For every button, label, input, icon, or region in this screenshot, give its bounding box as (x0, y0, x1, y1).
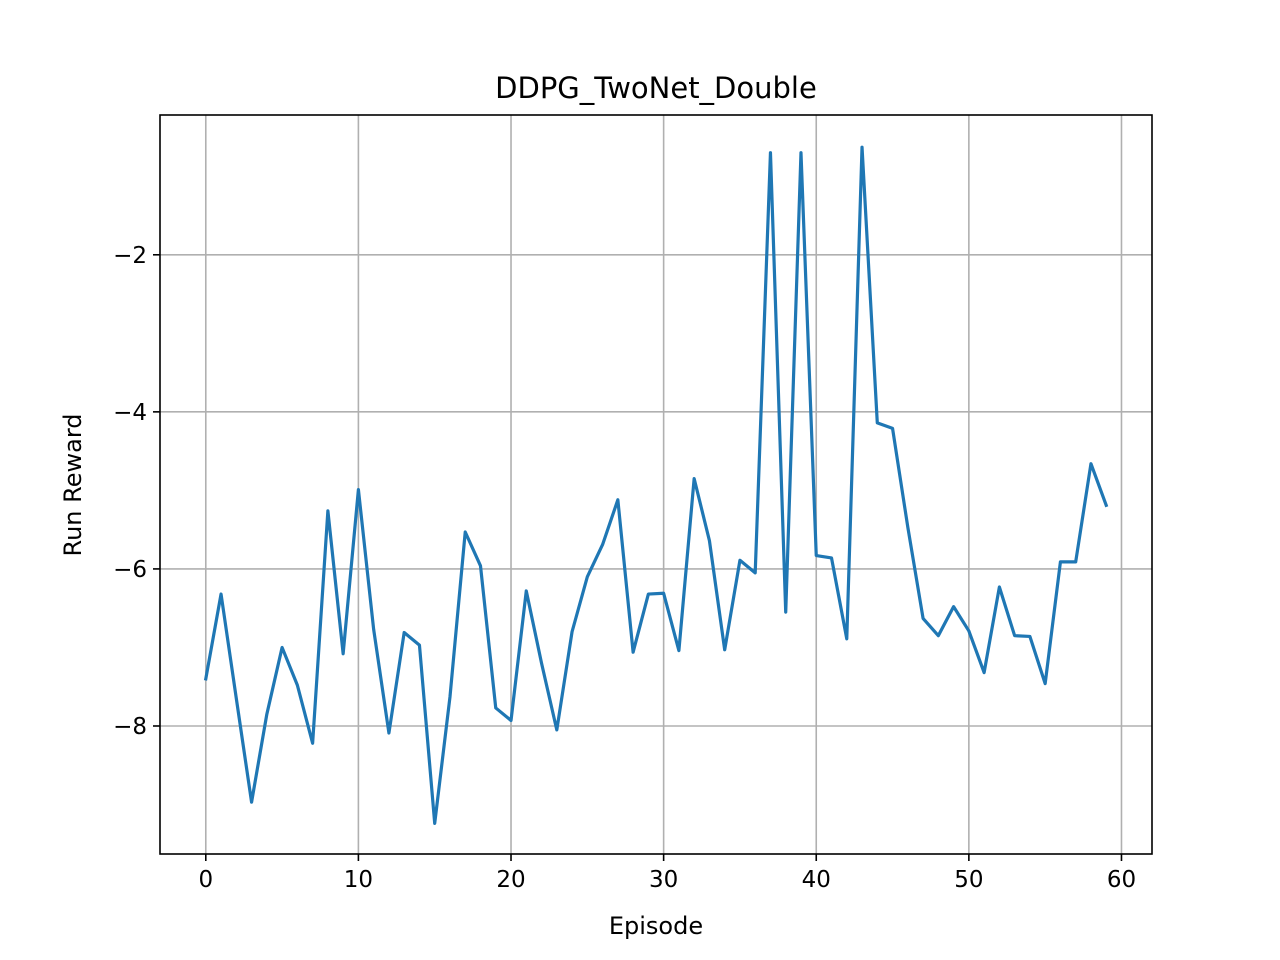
x-tick-label: 60 (1107, 867, 1136, 893)
x-axis-label: Episode (609, 912, 703, 940)
y-tick-label: −8 (113, 714, 147, 740)
x-tick-label: 40 (802, 867, 831, 893)
x-tick-label: 0 (198, 867, 213, 893)
series-line (203, 145, 1109, 825)
y-axis-label: Run Reward (59, 413, 87, 556)
x-tick-label: 20 (496, 867, 525, 893)
series-layer (203, 145, 1109, 825)
plot-area (160, 115, 1152, 854)
y-tick-label: −6 (113, 557, 147, 583)
ticks: 0 10 20 30 40 50 60 −8 −6 −4 −2 (113, 243, 1136, 893)
x-tick-label: 30 (649, 867, 678, 893)
chart-title: DDPG_TwoNet_Double (495, 71, 817, 105)
x-tick-label: 10 (344, 867, 373, 893)
y-tick-label: −4 (113, 400, 147, 426)
y-tick-label: −2 (113, 243, 147, 269)
plot-frame (159, 114, 1153, 855)
x-tick-label: 50 (954, 867, 983, 893)
